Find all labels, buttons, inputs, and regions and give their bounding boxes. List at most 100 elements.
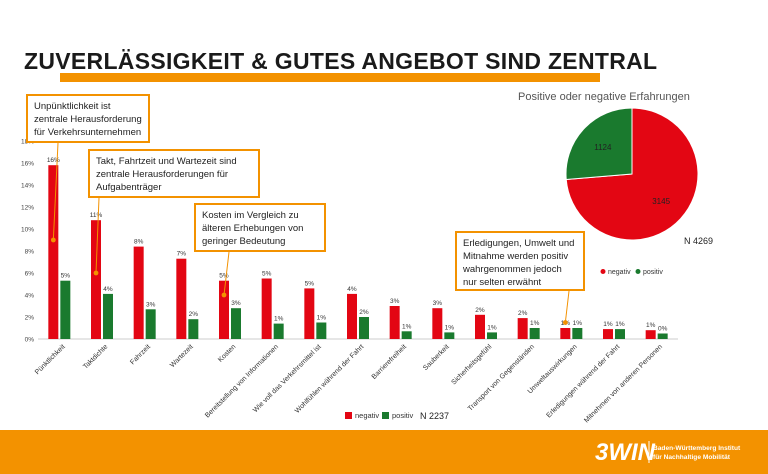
x-tick-label: Taktdichte	[82, 343, 109, 370]
callout-costs: Kosten im Vergleich zu älteren Erhebunge…	[194, 203, 326, 252]
data-label-positiv: 1%	[402, 323, 412, 330]
bar-positiv	[273, 323, 284, 339]
bar-negativ	[645, 330, 656, 339]
logo-mark: 3WIN	[595, 439, 656, 466]
legend-swatch-positiv	[382, 412, 389, 419]
callout-positive: Erledigungen, Umwelt und Mitnahme werden…	[455, 231, 585, 291]
data-label-negativ: 2%	[518, 310, 528, 317]
title-underline	[60, 73, 600, 82]
x-tick-label: Fahrzeit	[129, 343, 152, 366]
y-tick-label: 10%	[21, 227, 34, 234]
data-label-positiv: 1%	[615, 321, 625, 328]
data-label-negativ: 11%	[90, 212, 103, 219]
data-label-negativ: 3%	[390, 298, 400, 305]
x-tick-label: Erledigungen während der Fahrt	[545, 343, 621, 419]
data-label-positiv: 2%	[189, 311, 199, 318]
data-label-negativ: 2%	[475, 307, 485, 314]
pie-slice-positiv	[565, 107, 633, 181]
bar-negativ	[347, 293, 357, 339]
footer-bar	[0, 430, 768, 474]
logo-line2: für Nachhaltige Mobilität	[653, 454, 731, 461]
callout-connector	[223, 251, 230, 296]
bar-positiv	[145, 309, 156, 339]
bar-negativ	[517, 318, 528, 339]
legend-label-negativ: negativ	[355, 411, 379, 420]
bar-negativ	[389, 306, 400, 339]
pie-annotation: N 4269	[684, 236, 713, 246]
pie-legend-swatch-positiv	[635, 269, 641, 274]
y-tick-label: 12%	[21, 205, 34, 212]
x-tick-label: Sauberkeit	[422, 343, 451, 372]
bar-positiv	[529, 328, 540, 339]
callout-dot	[221, 292, 227, 298]
x-tick-label: Wartezeit	[169, 343, 195, 369]
bar-positiv	[359, 317, 369, 339]
callout-connector	[564, 290, 570, 323]
y-tick-label: 4%	[25, 293, 35, 300]
data-label-positiv: 0%	[658, 326, 668, 333]
bar-positiv	[487, 332, 497, 339]
callout-dot	[50, 237, 56, 243]
callout-connector	[95, 197, 100, 274]
data-label-positiv: 1%	[317, 315, 327, 322]
bar-negativ	[603, 329, 613, 339]
bar-negativ	[560, 328, 571, 339]
bar-negativ	[261, 278, 272, 339]
x-tick-label: Barrierefreiheit	[371, 343, 408, 380]
data-label-positiv: 1%	[573, 320, 583, 327]
x-tick-label: Sicherheitsgefühl	[450, 343, 493, 386]
data-label-positiv: 1%	[274, 316, 284, 323]
bar-positiv	[401, 331, 412, 339]
y-tick-label: 16%	[21, 161, 34, 168]
data-label-negativ: 8%	[134, 239, 144, 246]
data-label-positiv: 3%	[231, 300, 241, 307]
data-label-positiv: 1%	[487, 324, 497, 331]
y-tick-label: 14%	[21, 183, 34, 190]
bar-negativ	[133, 246, 144, 339]
data-label-positiv: 1%	[445, 324, 455, 331]
bar-positiv	[657, 333, 668, 339]
bar-positiv	[60, 280, 71, 339]
bar-negativ	[91, 220, 101, 339]
data-label-negativ: 16%	[47, 157, 60, 164]
bar-negativ	[219, 280, 229, 339]
pie-value-label: 3145	[652, 197, 670, 206]
data-label-negativ: 4%	[347, 286, 357, 293]
bar-negativ	[432, 308, 443, 339]
callout-frequency: Takt, Fahrtzeit und Wartezeit sind zentr…	[88, 149, 260, 198]
legend-swatch-negativ	[345, 412, 352, 419]
data-label-negativ: 5%	[305, 280, 315, 287]
bar-positiv	[316, 322, 327, 339]
pie-legend-swatch-negativ	[600, 269, 606, 274]
logo-line1: Baden-Württemberg Institut	[653, 445, 741, 452]
y-tick-label: 0%	[25, 337, 35, 344]
bar-negativ	[304, 288, 315, 339]
data-label-positiv: 5%	[61, 273, 71, 280]
callout-punctuality: Unpünktlichkeit ist zentrale Herausforde…	[26, 94, 150, 143]
callout-connector	[52, 142, 59, 241]
data-label-positiv: 1%	[530, 320, 540, 327]
bar-chart-annotation: N 2237	[420, 411, 449, 421]
bar-positiv	[103, 293, 113, 339]
pie-chart-title: Positive oder negative Erfahrungen	[518, 91, 690, 103]
callout-dot	[562, 320, 568, 325]
data-label-positiv: 4%	[103, 286, 113, 293]
data-label-negativ: 5%	[262, 271, 272, 278]
bar-positiv	[572, 328, 583, 339]
x-tick-label: Bereitstellung von Informationen	[204, 343, 280, 419]
x-tick-label: Mitnehmen von anderen Personen	[583, 343, 664, 424]
bar-positiv	[444, 332, 455, 339]
data-label-negativ: 1%	[603, 321, 613, 328]
bar-negativ	[176, 258, 187, 339]
pie-legend-label-positiv: positiv	[643, 269, 663, 276]
data-label-negativ: 3%	[433, 300, 443, 307]
data-label-negativ: 1%	[646, 322, 656, 329]
bar-negativ	[475, 314, 485, 339]
pie-legend-label-negativ: negativ	[608, 269, 631, 276]
bar-positiv	[615, 329, 625, 339]
data-label-positiv: 2%	[359, 309, 369, 316]
bar-positiv	[231, 308, 241, 339]
y-tick-label: 2%	[25, 315, 35, 322]
data-label-negativ: 7%	[177, 251, 187, 258]
